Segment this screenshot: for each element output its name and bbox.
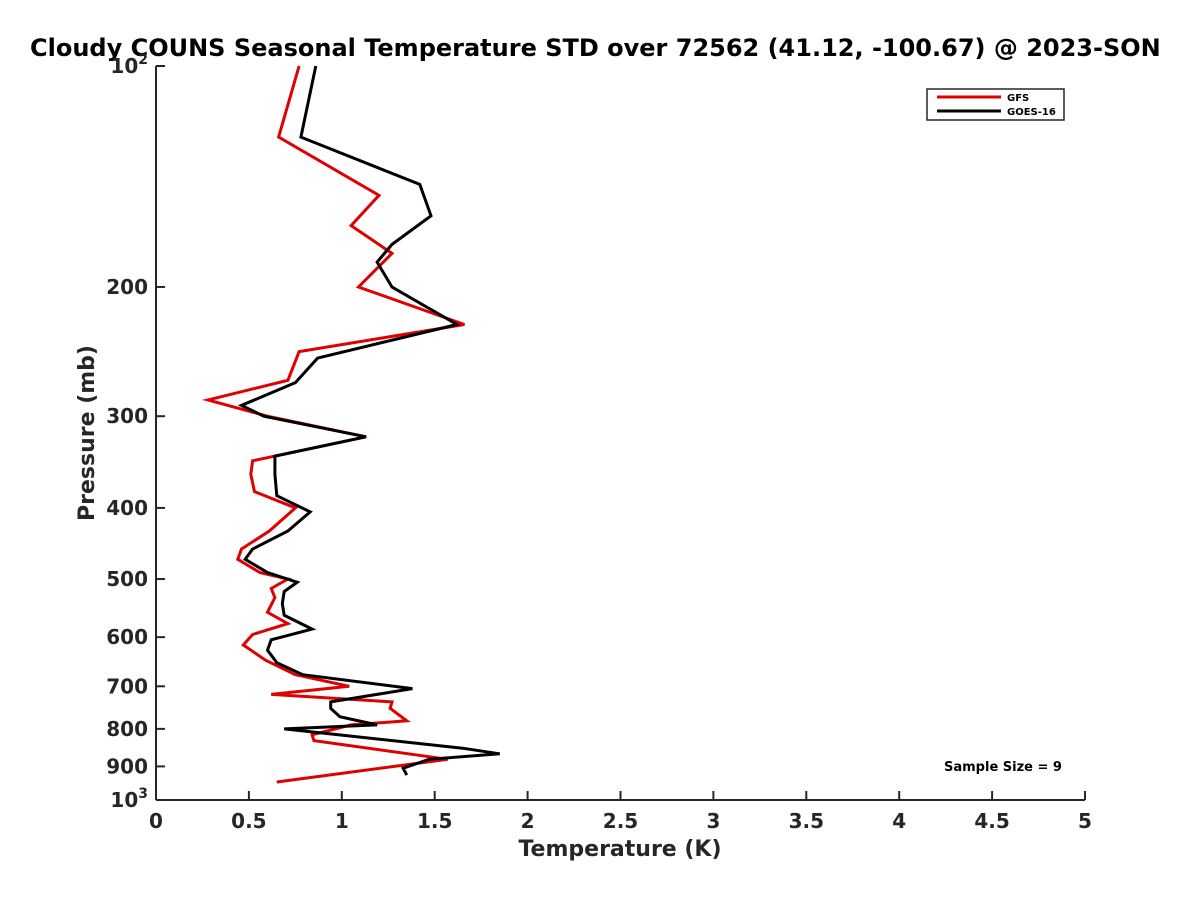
legend-box xyxy=(926,88,1065,121)
x-tick-label: 5 xyxy=(1078,809,1092,833)
x-tick-label: 1.5 xyxy=(417,809,452,833)
y-axis-ticks: 102 200 300 400 500 600 700 800 900 103 xyxy=(106,52,165,812)
x-tick-label: 0 xyxy=(149,809,163,833)
x-tick-label: 4 xyxy=(892,809,906,833)
y-tick-label: 800 xyxy=(106,717,148,741)
legend-label: GFS xyxy=(1007,93,1029,104)
y-tick-label: 200 xyxy=(106,275,148,299)
legend-label: GOES-16 xyxy=(1007,107,1056,118)
y-axis-label: Pressure (mb) xyxy=(75,345,100,521)
y-tick-label: 900 xyxy=(106,754,148,778)
x-tick-label: 0.5 xyxy=(231,809,266,833)
y-tick-label: 400 xyxy=(106,496,148,520)
plot-lines xyxy=(202,65,500,784)
x-axis-ticks: 0 0.5 1 1.5 2 2.5 3 3.5 4 4.5 5 xyxy=(149,791,1092,833)
series-line-gfs xyxy=(202,65,465,784)
y-tick-label: 500 xyxy=(106,567,148,591)
x-tick-label: 2.5 xyxy=(603,809,638,833)
x-tick-label: 3.5 xyxy=(789,809,824,833)
series-line-goes-16 xyxy=(237,65,500,776)
x-tick-label: 1 xyxy=(335,809,349,833)
y-tick-label: 103 xyxy=(110,786,148,812)
y-tick-label: 700 xyxy=(106,674,148,698)
axes xyxy=(155,66,1085,801)
y-tick-label: 600 xyxy=(106,625,148,649)
y-tick-label: 300 xyxy=(106,404,148,428)
legend: GFS GOES-16 xyxy=(926,88,1065,121)
y-tick-label: 102 xyxy=(110,52,148,78)
sample-size-annotation: Sample Size = 9 xyxy=(944,760,1062,775)
x-axis-label: Temperature (K) xyxy=(518,837,721,862)
x-tick-label: 2 xyxy=(521,809,535,833)
x-tick-label: 4.5 xyxy=(974,809,1009,833)
chart-title: Cloudy COUNS Seasonal Temperature STD ov… xyxy=(30,34,1161,62)
x-tick-label: 3 xyxy=(706,809,720,833)
